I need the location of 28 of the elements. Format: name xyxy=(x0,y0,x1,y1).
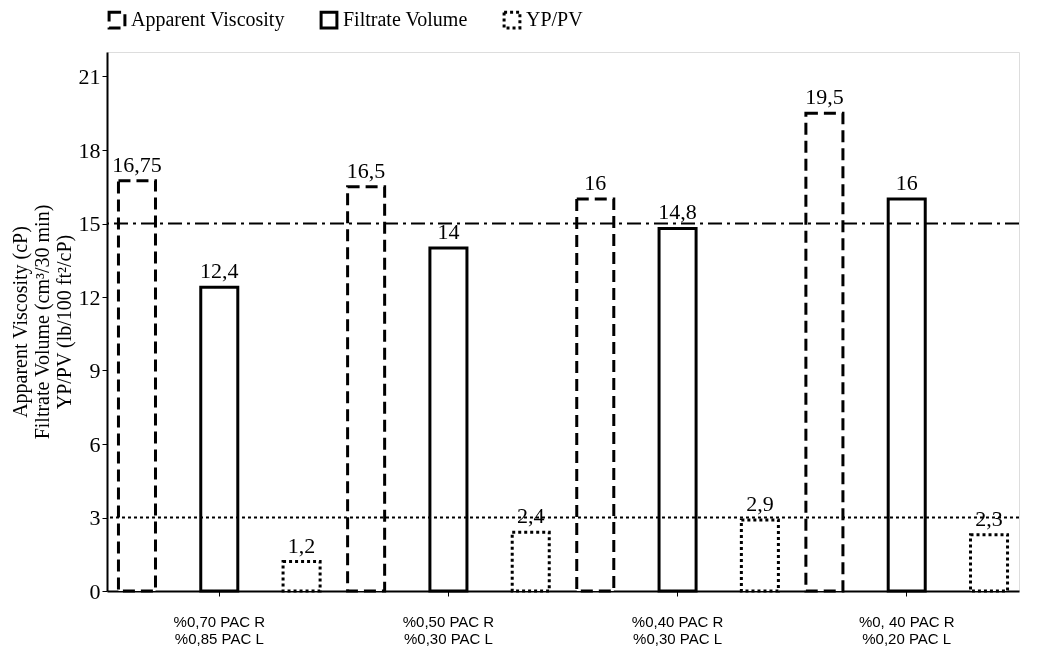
legend-label: Apparent Viscosity xyxy=(131,8,285,32)
y-axis-title: Apparent Viscosity (cP) Filtrate Volume (cm³/30 min) YP/PV (lb/100 ft²/cP) xyxy=(8,204,76,440)
x-tick-label: %0,50 PAC R %0,30 PAC L xyxy=(402,612,495,647)
data-label: 2,4 xyxy=(516,503,545,529)
x-tick-label: %0,70 PAC R %0,85 PAC L xyxy=(173,612,266,647)
x-tick-label: %0,40 PAC R %0,30 PAC L xyxy=(631,612,724,647)
legend-label: Filtrate Volume xyxy=(343,8,468,31)
x-tick-label: %0, 40 PAC R %0,20 PAC L xyxy=(858,612,955,647)
data-label: 12,4 xyxy=(200,258,239,284)
y-tick-label: 21 xyxy=(78,64,101,89)
data-label: 16 xyxy=(584,170,607,195)
y-tick-label: 0 xyxy=(89,578,101,604)
data-label: 1,2 xyxy=(287,532,316,558)
data-label: 14 xyxy=(437,219,460,244)
data-label: 16,5 xyxy=(346,157,386,183)
y-tick-label: 9 xyxy=(89,358,101,383)
y-tick-label: 12 xyxy=(78,284,101,310)
y-tick-label: 18 xyxy=(78,137,101,163)
y-tick-label: 15 xyxy=(78,211,101,236)
data-label: 2,9 xyxy=(746,490,774,516)
data-label: 14,8 xyxy=(658,199,697,225)
y-tick-label: 6 xyxy=(89,431,101,457)
data-label: 16,75 xyxy=(112,151,162,177)
data-label: 16 xyxy=(895,170,918,195)
data-label: 19,5 xyxy=(805,84,844,110)
y-tick-label: 3 xyxy=(89,505,101,530)
data-label: 2,3 xyxy=(975,505,1003,531)
legend-label: YP/PV xyxy=(526,8,584,31)
